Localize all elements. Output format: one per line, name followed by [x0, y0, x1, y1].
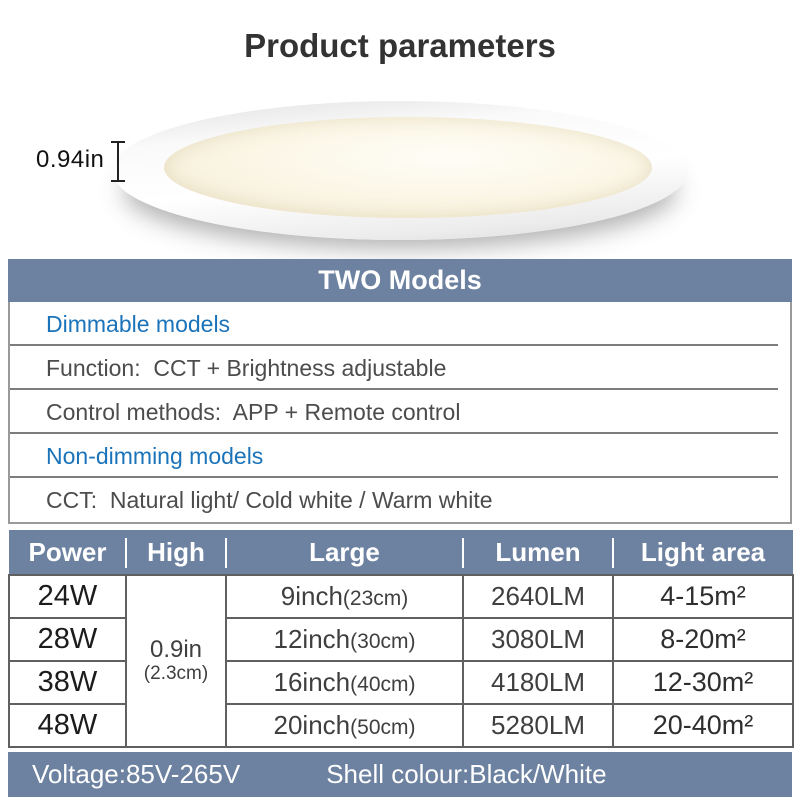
models-row-label: Non-dimming models	[46, 442, 264, 469]
models-row-control-methods: Control methods: APP + Remote control	[10, 390, 790, 434]
thickness-dimension-line	[111, 141, 125, 182]
large-value: 20inch(50cm)	[225, 703, 464, 748]
spec-table: Power High Large Lumen Light area 24W 0.…	[8, 530, 794, 748]
large-inches: 12inch	[273, 624, 351, 654]
header-lumen: Lumen	[462, 530, 613, 575]
light-area-value: 20-40m²	[612, 703, 794, 748]
high-inches: 0.9in	[149, 636, 203, 664]
large-cm: (40cm)	[350, 673, 416, 696]
large-cm: (23cm)	[342, 587, 409, 610]
lumen-value: 3080LM	[462, 617, 614, 662]
light-area-value: 12-30m²	[612, 660, 794, 705]
page-title: Product parameters	[244, 27, 556, 64]
models-row-label: CCT: Natural light/ Cold white / Warm wh…	[46, 486, 493, 513]
models-row-label: Dimmable models	[46, 310, 231, 337]
header-high: High	[125, 530, 226, 575]
table-row: 48W 20inch(50cm) 5280LM 20-40m²	[8, 703, 794, 748]
models-row-function: Function: CCT + Brightness adjustable	[10, 346, 790, 390]
power-value: 48W	[8, 703, 127, 748]
header-light-area: Light area	[612, 530, 793, 575]
large-cm: (30cm)	[350, 630, 416, 653]
header-large: Large	[225, 530, 463, 575]
lumen-value: 2640LM	[462, 574, 614, 619]
table-row: 28W 12inch(30cm) 3080LM 8-20m²	[8, 617, 794, 662]
models-row-cct: CCT: Natural light/ Cold white / Warm wh…	[10, 478, 790, 522]
table-row: 38W 16inch(40cm) 4180LM 12-30m²	[8, 660, 794, 705]
models-panel: TWO Models Dimmable models Function: CCT…	[8, 259, 792, 524]
large-inches: 9inch	[280, 581, 343, 611]
models-panel-body: Dimmable models Function: CCT + Brightne…	[8, 302, 792, 524]
large-cm: (50cm)	[350, 716, 416, 739]
large-inches: 16inch	[273, 667, 351, 697]
power-value: 24W	[8, 574, 127, 619]
models-row-label: Control methods: APP + Remote control	[46, 398, 461, 425]
lumen-value: 5280LM	[462, 703, 614, 748]
footer-bar: Voltage:85V-265V Shell colour:Black/Whit…	[8, 752, 792, 797]
high-value: 0.9in (2.3cm)	[125, 574, 227, 748]
light-area-value: 4-15m²	[612, 574, 794, 619]
light-area-value: 8-20m²	[612, 617, 794, 662]
power-value: 38W	[8, 660, 127, 705]
header-power: Power	[9, 530, 126, 575]
light-lens	[164, 117, 652, 218]
power-value: 28W	[8, 617, 127, 662]
ceiling-light-image	[112, 101, 688, 240]
models-panel-header: TWO Models	[8, 259, 792, 302]
thickness-label: 0.94in	[36, 146, 105, 173]
large-value: 9inch(23cm)	[225, 574, 464, 619]
large-value: 12inch(30cm)	[225, 617, 464, 662]
voltage-label: Voltage:85V-265V	[32, 759, 241, 789]
spec-table-header-row: Power High Large Lumen Light area	[9, 530, 793, 575]
models-row-label: Function: CCT + Brightness adjustable	[46, 354, 447, 381]
lumen-value: 4180LM	[462, 660, 614, 705]
models-row-dimmable: Dimmable models	[10, 302, 790, 346]
large-inches: 20inch	[273, 710, 351, 740]
shell-colour-label: Shell colour:Black/White	[326, 759, 607, 789]
high-cm: (2.3cm)	[143, 662, 209, 684]
large-value: 16inch(40cm)	[225, 660, 464, 705]
table-row: 24W 0.9in (2.3cm) 9inch(23cm) 2640LM 4-1…	[8, 574, 794, 748]
models-row-non-dimming: Non-dimming models	[10, 434, 790, 478]
